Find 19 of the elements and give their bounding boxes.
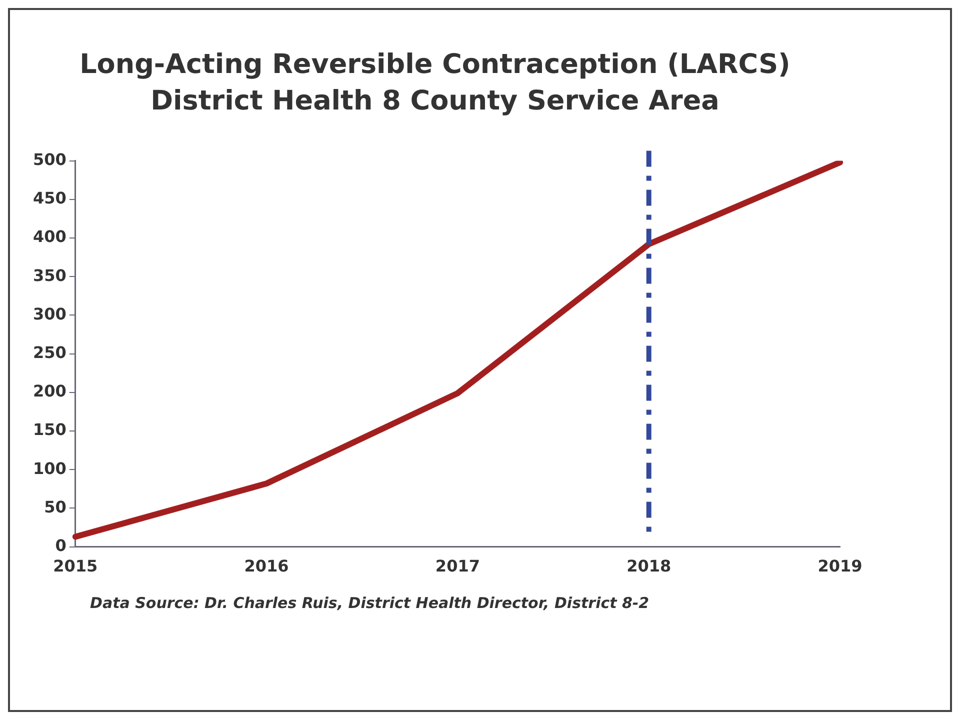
y-tick-label: 450 [32, 188, 66, 208]
y-tick-label: 150 [32, 420, 66, 440]
y-tick-label: 50 [44, 497, 66, 516]
y-tick-label: 200 [32, 382, 66, 401]
y-tick-label: 400 [32, 227, 66, 246]
y-tick-label: 100 [32, 458, 66, 478]
x-tick-label: 2018 [626, 556, 672, 576]
y-tick-label: 0 [55, 536, 66, 555]
chart-subtitle: District Health 8 County Service Area [150, 86, 720, 117]
chart-title: Long-Acting Reversible Contraception (LARCS) [80, 49, 790, 80]
x-tick-label: 2015 [53, 556, 98, 576]
y-tick-label: 300 [32, 304, 66, 324]
x-tick-label: 2017 [435, 556, 480, 576]
source-note: Data Source: Dr. Charles Ruis, District Health Director, District 8-2 [90, 594, 650, 612]
y-tick-label: 250 [32, 342, 66, 362]
y-tick-label: 500 [32, 150, 66, 169]
y-tick-label: 350 [32, 266, 66, 285]
x-tick-label: 2016 [244, 556, 289, 576]
x-tick-label: 2019 [818, 556, 862, 576]
